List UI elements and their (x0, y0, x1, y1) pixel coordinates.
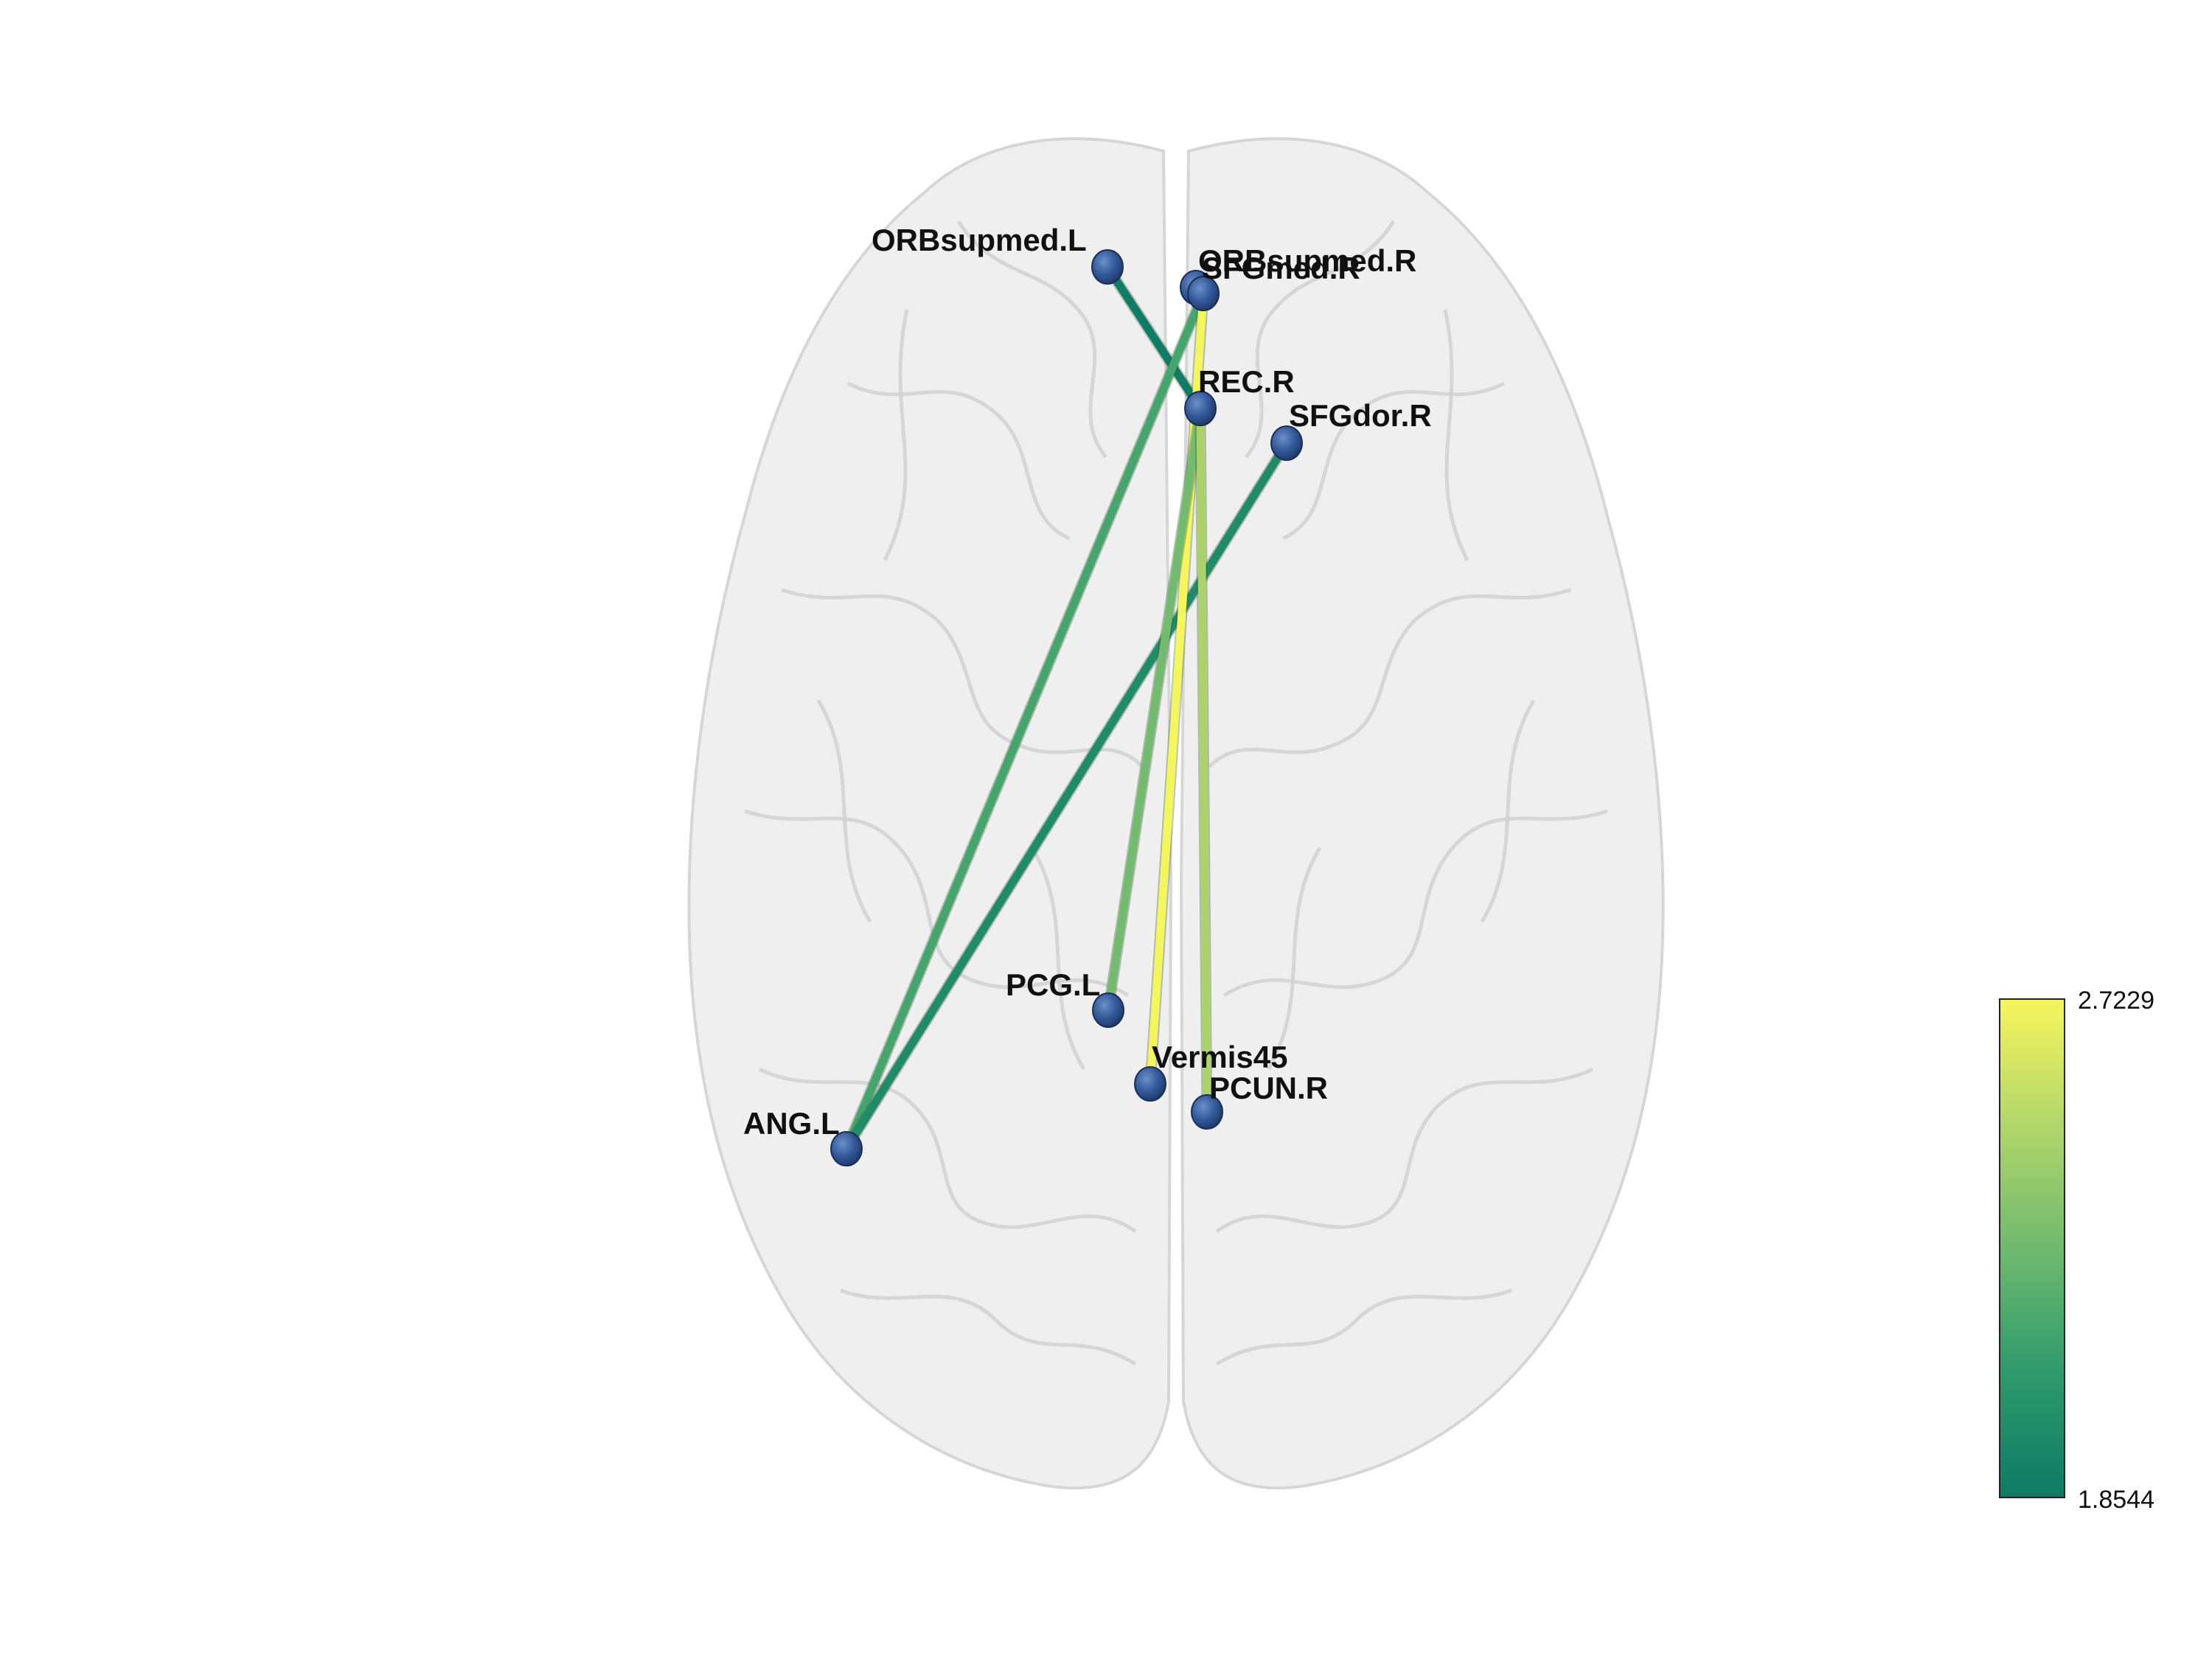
colorbar-min-label: 1.8544 (2078, 1486, 2154, 1514)
node-sfgmed-r (1187, 276, 1220, 311)
connection-edges (841, 261, 1293, 1155)
colorbar-max-label: 2.7229 (2078, 987, 2154, 1015)
node-pcg-l (1092, 992, 1124, 1028)
node-orbsupmed-l (1091, 249, 1124, 285)
region-nodes (830, 249, 1303, 1166)
brain-surface (687, 137, 1665, 1490)
edge-rec-r-pcg-l (1104, 404, 1205, 1015)
node-pcun-r (1191, 1094, 1223, 1130)
node-label-sfgmed-r: SFGmed.R (1202, 251, 1360, 285)
edge-sfgmed-r-ang-l (842, 289, 1208, 1153)
node-label-vermis45: Vermis45 (1152, 1040, 1288, 1074)
node-label-sfgdor-r: SFGdor.R (1289, 398, 1432, 433)
gyri-texture (744, 220, 1608, 1366)
right-hemisphere (1179, 137, 1665, 1490)
node-rec-r (1184, 391, 1217, 426)
node-sfgdor-r (1270, 425, 1303, 461)
edge-rec-r-pcun-r (1196, 404, 1211, 1116)
node-label-orbsupmed-r: ORBsupmed.R (1198, 243, 1416, 278)
node-vermis45 (1134, 1066, 1166, 1102)
node-label-ang-l: ANG.L (743, 1106, 840, 1141)
node-label-pcun-r: PCUN.R (1209, 1071, 1328, 1105)
left-hemisphere (687, 137, 1173, 1490)
colorbar-gradient (1999, 998, 2065, 1498)
edge-orbsupmed-l-rec-r (1103, 262, 1205, 413)
node-ang-l (830, 1131, 863, 1166)
node-label-pcg-l: PCG.L (1006, 967, 1100, 1002)
node-label-rec-r: REC.R (1198, 364, 1295, 399)
colorbar: 2.7229 1.8544 (1999, 987, 2154, 1514)
edge-sfgdor-r-ang-l (842, 439, 1291, 1153)
node-label-orbsupmed-l: ORBsupmed.L (872, 223, 1087, 257)
